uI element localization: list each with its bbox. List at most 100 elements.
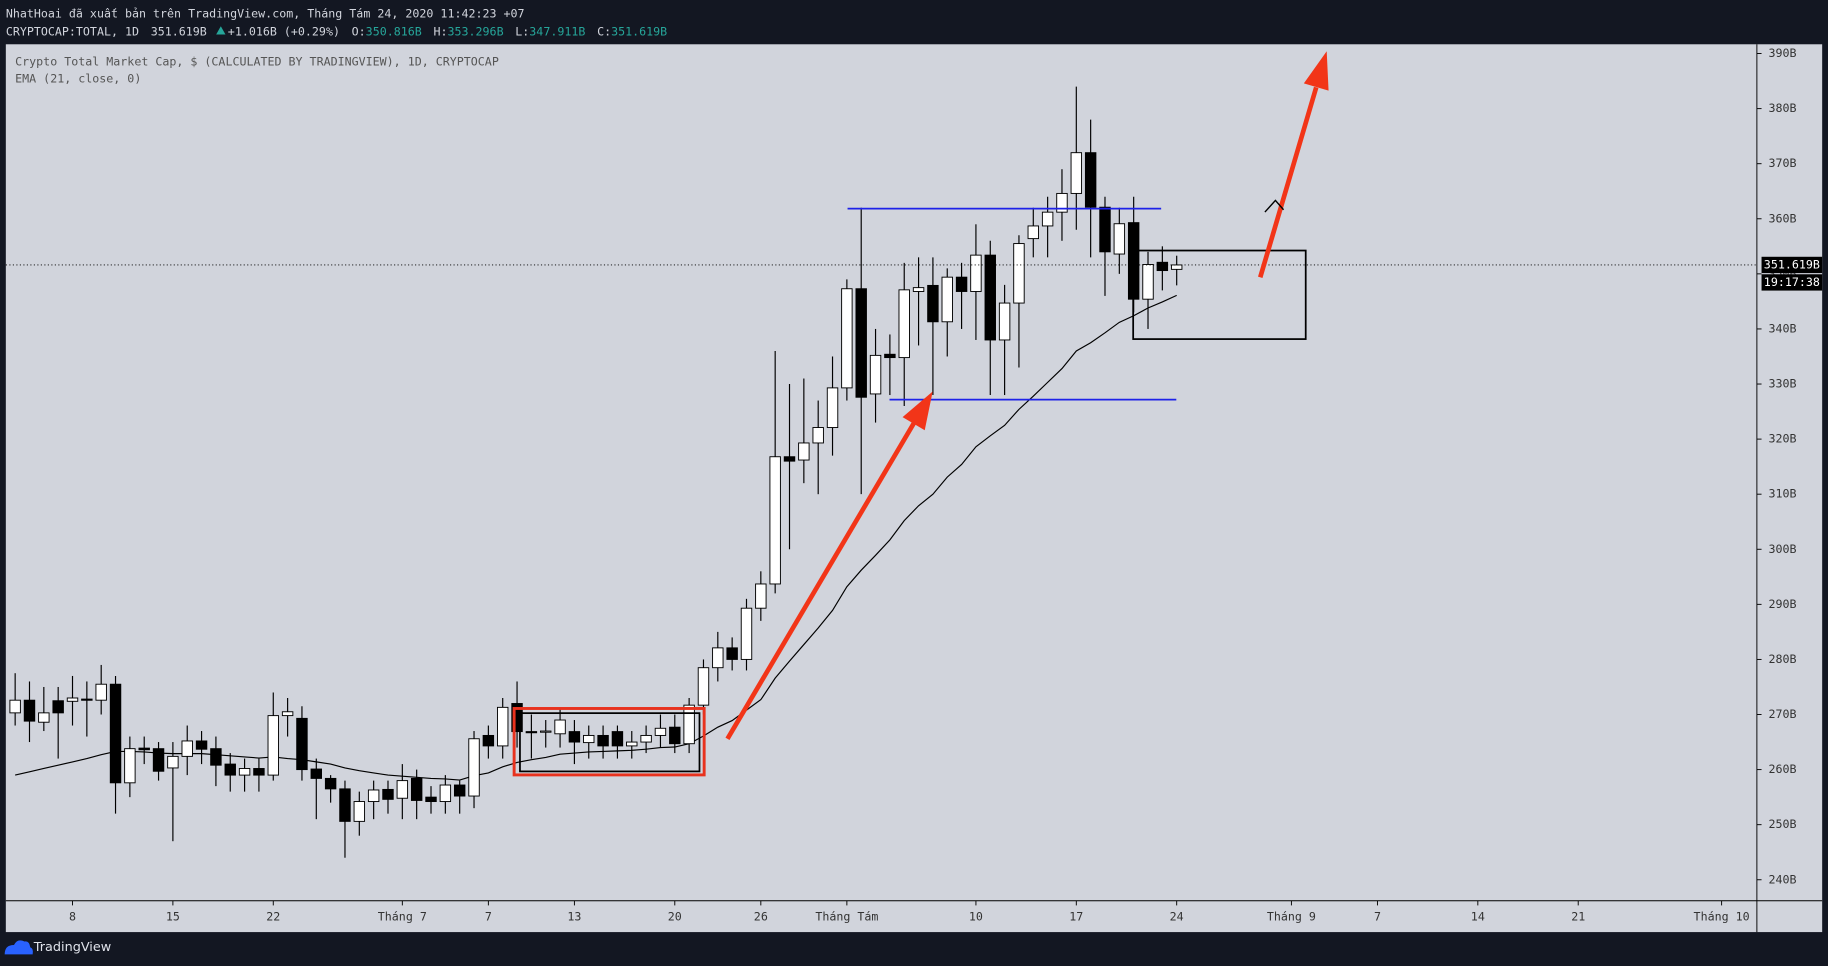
candle-body — [941, 276, 953, 323]
y-tick-label: 390B — [1769, 46, 1797, 60]
candle-body — [1099, 206, 1111, 253]
candle-body — [339, 788, 351, 822]
target-box — [1132, 249, 1307, 340]
candle-body — [683, 704, 695, 745]
candle-body — [439, 784, 452, 803]
candle-body — [654, 727, 667, 736]
x-tick-label: 20 — [668, 910, 682, 924]
red-box — [512, 707, 706, 777]
y-tick-label: 290B — [1769, 597, 1797, 611]
candle-body — [540, 730, 552, 733]
arrow-shaft — [725, 421, 917, 740]
candle-body — [152, 748, 165, 772]
candle-body — [23, 699, 36, 722]
y-tick-label: 280B — [1769, 652, 1797, 666]
candle-body — [841, 288, 853, 389]
x-tick-label: 10 — [969, 910, 983, 924]
candle-body — [869, 354, 882, 395]
x-tick-label: Tháng 10 — [1694, 910, 1750, 924]
candle-body — [611, 731, 624, 747]
candle-body — [697, 667, 710, 706]
candle-body — [425, 796, 437, 803]
y-tick-label: 340B — [1769, 321, 1797, 335]
candle-body — [998, 302, 1011, 341]
candle-body — [525, 731, 538, 734]
candle-body — [181, 740, 193, 757]
ohlc-value: 347.911B — [529, 24, 585, 38]
candle-body — [496, 706, 509, 747]
candle-body — [669, 726, 681, 745]
y-tick-label: 320B — [1769, 432, 1797, 446]
candle-body — [798, 442, 810, 461]
candle-body — [210, 748, 222, 766]
candle-body — [138, 747, 150, 751]
candle-body — [884, 353, 896, 359]
candle-body — [712, 647, 724, 669]
x-tick-label: 24 — [1170, 910, 1184, 924]
candle-body — [382, 788, 394, 800]
y-tick-label: 250B — [1769, 817, 1797, 831]
drawings — [512, 51, 1329, 777]
y-tick-label: 330B — [1769, 377, 1797, 391]
candle-body — [238, 768, 251, 776]
ohlc-value: 350.816B — [366, 24, 422, 38]
candle-body — [1056, 192, 1068, 213]
price-axis — [1756, 44, 1823, 901]
ohlc-key: L: — [515, 24, 529, 38]
x-tick-label: 15 — [166, 910, 180, 924]
candle-body — [267, 715, 279, 776]
candle-body — [1013, 243, 1025, 304]
brand: TradingView — [33, 940, 111, 955]
x-tick-label: 7 — [1374, 910, 1381, 924]
y-tick-label: 240B — [1769, 872, 1797, 886]
x-tick-label: Tháng 7 — [378, 910, 427, 924]
change: +1.016B (+0.29%) — [228, 24, 340, 38]
ohlc-value: 353.296B — [448, 24, 504, 38]
candle-body — [726, 647, 738, 660]
candle-body — [281, 711, 294, 717]
time-axis — [5, 900, 1823, 933]
up-arrow-icon — [216, 26, 226, 35]
candle-body — [109, 683, 122, 784]
x-tick-label: 8 — [69, 910, 76, 924]
candle-body — [66, 697, 79, 702]
last-price-box — [1761, 256, 1823, 274]
arrow-shaft — [1258, 86, 1319, 278]
candle-body — [1142, 264, 1154, 300]
y-tick-label: 360B — [1769, 211, 1797, 225]
y-tick-label: 380B — [1769, 101, 1797, 115]
price: 351.619B — [151, 24, 207, 38]
candle-body — [324, 777, 337, 790]
candle-body — [1170, 264, 1183, 270]
candle-body — [1027, 225, 1040, 240]
candle-body — [927, 284, 939, 323]
logo-icon — [4, 940, 33, 955]
candle-body — [568, 731, 581, 743]
candle-body — [253, 768, 265, 776]
ohlc-key: C: — [597, 24, 611, 38]
candle-body — [826, 387, 839, 429]
candle-body — [396, 780, 409, 799]
candle-body — [755, 583, 767, 609]
x-tick-label: 7 — [485, 910, 492, 924]
candle-body — [597, 734, 609, 747]
symbol-line: CRYPTOCAP:TOTAL, 1D 351.619B +1.016B (+0… — [6, 24, 667, 38]
x-tick-label: 21 — [1571, 910, 1585, 924]
candle-body — [410, 777, 423, 801]
byline: NhatHoai đã xuất bản trên TradingView.co… — [6, 6, 525, 20]
candle-body — [955, 276, 968, 292]
candle-body — [898, 289, 910, 359]
candle-body — [783, 456, 796, 462]
candle-body — [970, 254, 982, 292]
x-tick-label: 13 — [567, 910, 581, 924]
ohlc-value: 351.619B — [611, 24, 667, 38]
y-tick-label: 300B — [1769, 542, 1797, 556]
candle-body — [167, 755, 179, 769]
x-tick-label: Tháng Tám — [815, 910, 878, 924]
candle-body — [1070, 152, 1083, 194]
candle-body — [1156, 261, 1169, 272]
candle-body — [482, 734, 495, 747]
candle-body — [583, 734, 595, 744]
